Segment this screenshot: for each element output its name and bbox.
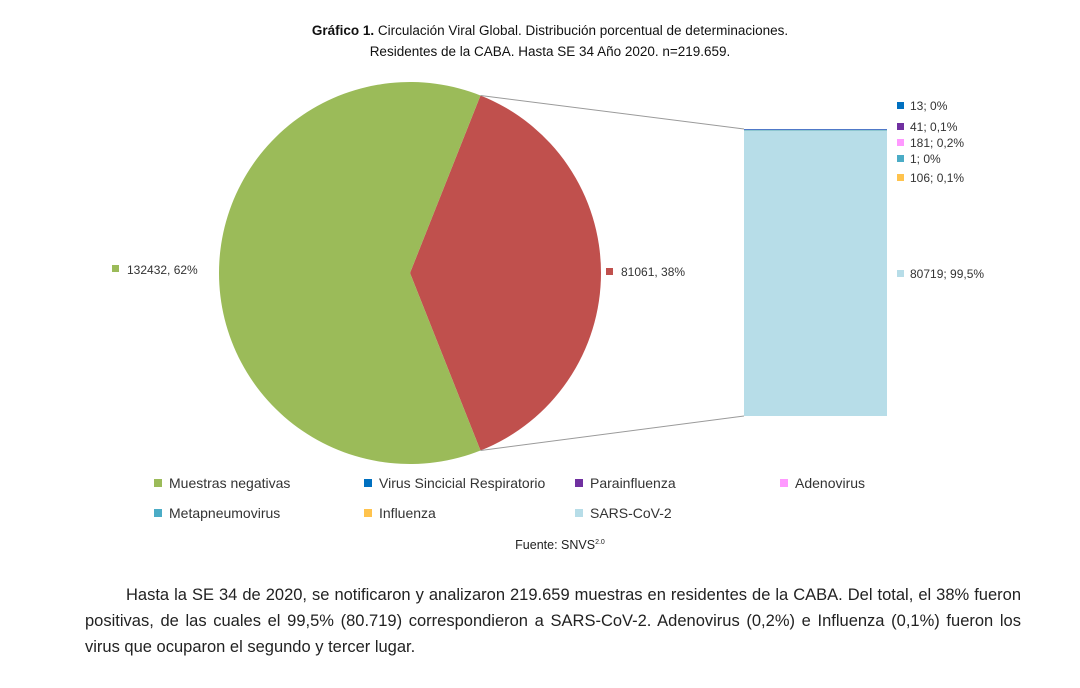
legend-label: Influenza: [379, 505, 436, 521]
bar-segment-sars-cov-2: [744, 130, 887, 416]
legend-label: Parainfluenza: [590, 475, 676, 491]
body-paragraph-text: Hasta la SE 34 de 2020, se notificaron y…: [85, 586, 1021, 656]
legend-item-virus-sincicial-respiratorio: Virus Sincicial Respiratorio: [364, 475, 545, 491]
pie-label-negative: 132432, 62%: [127, 263, 198, 277]
legend-label: Virus Sincicial Respiratorio: [379, 475, 546, 491]
legend-label: Muestras negativas: [169, 475, 291, 491]
connector-top: [480, 94, 745, 130]
source-text: Fuente: SNVS: [515, 538, 596, 552]
bar-label-metapneumovirus: 1; 0%: [910, 152, 941, 166]
bar-label-sars-cov-2: 80719; 99,5%: [910, 267, 984, 281]
chart-title-prefix: Gráfico 1.: [311, 23, 375, 38]
legend-label: SARS-CoV-2: [590, 505, 672, 521]
legend-swatch: [780, 479, 788, 487]
body-paragraph: Hasta la SE 34 de 2020, se notificaron y…: [85, 582, 1021, 660]
legend-item-adenovirus: Adenovirus: [780, 475, 865, 491]
bar-label-marker: [897, 270, 904, 277]
bar-label-parainfluenza: 41; 0,1%: [910, 120, 958, 134]
pie-slice-positive: [410, 95, 601, 451]
bar-segment-metapneumovirus: [744, 129, 887, 131]
bar-of-pie-chart: 132432, 62% 81061, 38% 80719; 99,5% 106; 0,…: [112, 81, 984, 464]
bar-segment-virus-sincicial-respiratorio: [744, 129, 887, 130]
chart-title: Gráfico 1. Circulación Viral Global. Dis…: [0, 20, 1080, 62]
legend-swatch: [154, 509, 162, 517]
legend-swatch: [364, 479, 372, 487]
bar-label-marker: [897, 123, 904, 130]
legend-swatch: [575, 479, 583, 487]
bar-label-influenza: 106; 0,1%: [910, 171, 964, 185]
bar-label-virus-sincicial-respiratorio: 13; 0%: [910, 99, 948, 113]
source-version: 2.0: [595, 538, 605, 546]
legend-label: Adenovirus: [795, 475, 866, 491]
legend-item-metapneumovirus: Metapneumovirus: [154, 505, 280, 521]
bar-label-adenovirus: 181; 0,2%: [910, 136, 964, 150]
bar-label-marker: [897, 155, 904, 162]
legend-item-muestras-negativas: Muestras negativas: [154, 475, 290, 491]
bar-label-marker: [897, 102, 904, 109]
legend-swatch: [154, 479, 162, 487]
legend-label: Metapneumovirus: [169, 505, 281, 521]
chart-title-line1: Gráfico 1. Circulación Viral Global. Dis…: [0, 20, 1080, 41]
legend-item-parainfluenza: Parainfluenza: [575, 475, 676, 491]
legend-swatch: [575, 509, 583, 517]
connector-bottom: [480, 415, 745, 452]
pie-slice-negative: [218, 81, 481, 464]
chart-title-text: Circulación Viral Global. Distribución p…: [374, 23, 789, 38]
pie-label-positive: 81061, 38%: [621, 265, 685, 279]
legend-item-sars-cov-2: SARS-CoV-2: [575, 505, 672, 521]
pie-label-marker: [112, 265, 119, 272]
bar-label-marker: [897, 139, 904, 146]
legend-swatch: [364, 509, 372, 517]
pie-label-marker: [606, 268, 613, 275]
chart-subtitle: Residentes de la CABA. Hasta SE 34 Año 2…: [369, 44, 731, 59]
bar-label-marker: [897, 174, 904, 181]
chart-source: Fuente: SNVS2.0: [0, 538, 1080, 552]
chart-legend: Muestras negativas Virus Sincicial Respir…: [154, 475, 954, 535]
legend-item-influenza: Influenza: [364, 505, 436, 521]
